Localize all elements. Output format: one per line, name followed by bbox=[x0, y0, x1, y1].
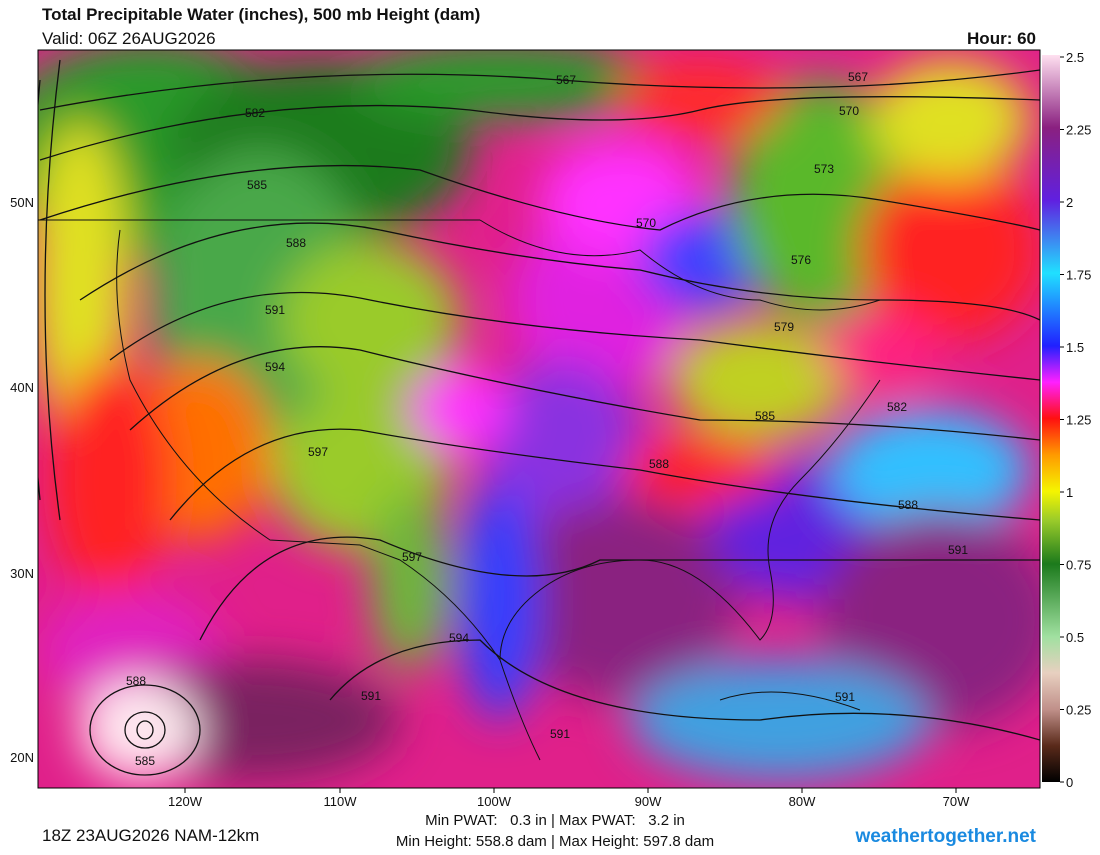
lat-label: 20N bbox=[10, 750, 34, 765]
contour-label: 594 bbox=[449, 631, 469, 645]
lon-label: 120W bbox=[168, 794, 203, 809]
contour-label: 588 bbox=[286, 236, 306, 250]
colorbar-label: 2.25 bbox=[1066, 123, 1091, 138]
contour-label: 570 bbox=[839, 104, 859, 118]
site-credit: weathertogether.net bbox=[854, 826, 1036, 847]
pwat-blob bbox=[630, 660, 930, 780]
contour-label: 579 bbox=[774, 320, 794, 334]
lon-label: 70W bbox=[943, 794, 970, 809]
map-frame bbox=[37, 49, 1041, 789]
colorbar-label: 2 bbox=[1066, 195, 1073, 210]
pwat-blob bbox=[370, 490, 450, 670]
colorbar-label: 0.25 bbox=[1066, 703, 1091, 718]
contour-label: 567 bbox=[848, 70, 868, 84]
contour-label: 573 bbox=[814, 162, 834, 176]
lon-label: 100W bbox=[477, 794, 512, 809]
lat-label: 30N bbox=[10, 566, 34, 581]
pwat-blob bbox=[620, 440, 780, 500]
pwat-blob bbox=[640, 210, 760, 310]
pwat-blob bbox=[820, 310, 940, 390]
pwat-blob bbox=[860, 160, 1040, 340]
contour-label: 588 bbox=[649, 457, 669, 471]
colorbar-label: 1.25 bbox=[1066, 413, 1091, 428]
model-run: 18Z 23AUG2026 NAM-12km bbox=[42, 826, 259, 845]
contour-label: 597 bbox=[308, 445, 328, 459]
pwat-blob bbox=[500, 500, 740, 700]
borders bbox=[38, 219, 881, 761]
contour-label: 591 bbox=[948, 543, 968, 557]
pwat-stats: Min PWAT: 0.3 in | Max PWAT: 3.2 in bbox=[425, 812, 685, 829]
contour-label: 588 bbox=[898, 498, 918, 512]
lon-label: 110W bbox=[324, 794, 358, 809]
pwat-blob bbox=[350, 50, 650, 120]
colorbar-label: 2.5 bbox=[1066, 50, 1084, 65]
contour-label: 588 bbox=[126, 674, 146, 688]
colorbar-label: 1.75 bbox=[1066, 268, 1091, 283]
contour-label: 567 bbox=[556, 73, 576, 87]
pwat-blob bbox=[670, 320, 850, 440]
pwat-blob bbox=[410, 370, 510, 450]
forecast-hour: Hour: 60 bbox=[967, 29, 1036, 48]
pwat-blob bbox=[870, 60, 1030, 180]
lat-label: 40N bbox=[10, 380, 34, 395]
contour-label: 582 bbox=[245, 106, 265, 120]
contour-label: 585 bbox=[135, 754, 155, 768]
contour-label: 597 bbox=[402, 550, 422, 564]
title: Total Precipitable Water (inches), 500 m… bbox=[42, 5, 480, 24]
pwat-blob bbox=[620, 60, 780, 140]
contour-label: 582 bbox=[887, 400, 907, 414]
pwat-blob bbox=[50, 360, 170, 600]
contour-label: 585 bbox=[247, 178, 267, 192]
pwat-blob bbox=[480, 360, 640, 520]
contour-label: 591 bbox=[265, 303, 285, 317]
contour-label: 576 bbox=[791, 253, 811, 267]
map-field: 567 567 582 570 585 573 570 588 576 591 579 594 582 5… bbox=[38, 50, 1040, 788]
colorbar bbox=[1042, 55, 1060, 782]
contour-label: 570 bbox=[636, 216, 656, 230]
contour-label: 591 bbox=[550, 727, 570, 741]
valid-time: Valid: 06Z 26AUG2026 bbox=[42, 29, 216, 48]
colorbar-label: 0 bbox=[1066, 775, 1073, 790]
contour-label: 591 bbox=[835, 690, 855, 704]
contour-label: 591 bbox=[361, 689, 381, 703]
pwat-blob bbox=[80, 680, 200, 780]
pwat-blob bbox=[460, 480, 540, 720]
lat-label: 50N bbox=[10, 195, 34, 210]
pwat-blob bbox=[280, 240, 460, 400]
pwat-blob bbox=[830, 410, 1030, 530]
lon-label: 80W bbox=[789, 794, 816, 809]
colorbar-label: 1 bbox=[1066, 485, 1073, 500]
lon-label: 90W bbox=[635, 794, 662, 809]
colorbar-label: 0.75 bbox=[1066, 558, 1091, 573]
colorbar-label: 0.5 bbox=[1066, 630, 1084, 645]
height-stats: Min Height: 558.8 dam | Max Height: 597.… bbox=[396, 833, 714, 850]
contour-label: 594 bbox=[265, 360, 285, 374]
contour-label: 585 bbox=[755, 409, 775, 423]
colorbar-label: 1.5 bbox=[1066, 340, 1084, 355]
